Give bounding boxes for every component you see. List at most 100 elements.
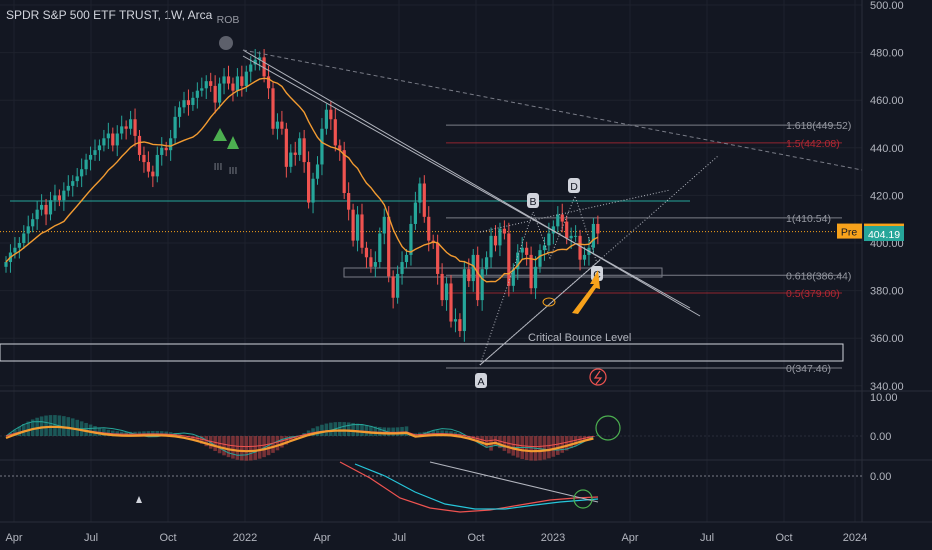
histogram-bar: [315, 426, 320, 436]
candle-body: [400, 262, 404, 274]
candle-body: [124, 126, 128, 129]
candle-body: [511, 269, 515, 286]
candle-body: [338, 145, 342, 151]
histogram-bar: [39, 416, 44, 436]
histogram-bar: [204, 436, 209, 447]
candle-body: [409, 223, 413, 255]
histogram-bar: [364, 425, 369, 436]
histogram-bar: [248, 436, 253, 461]
candle-body: [80, 169, 84, 177]
candle-body: [66, 185, 70, 191]
time-tick-label: 2024: [843, 532, 867, 544]
histogram-bar: [480, 436, 484, 445]
grid: [0, 0, 932, 523]
candle-body: [551, 226, 555, 234]
candle-body: [582, 254, 587, 260]
histogram-bar: [311, 428, 315, 436]
candle-body: [146, 162, 150, 172]
candle-body: [142, 154, 146, 163]
candle-body: [453, 319, 458, 322]
histogram-bar: [22, 423, 26, 436]
time-tick-label: 2023: [541, 532, 565, 544]
bounce-label: Critical Bounce Level: [528, 332, 631, 344]
signal-line-red: [5, 426, 594, 448]
candle-body: [462, 269, 466, 332]
candle-body: [333, 119, 337, 146]
histogram-bar: [596, 435, 600, 436]
candle-body: [529, 254, 533, 289]
histogram-bar: [395, 427, 400, 436]
lightning-icon: [589, 368, 607, 386]
channel-mid: [479, 189, 671, 233]
time-tick-label: Apr: [313, 532, 330, 544]
candle-body: [502, 228, 506, 234]
highlight-circle: [573, 489, 593, 509]
histogram-bar: [44, 415, 48, 436]
candle-body: [115, 133, 119, 146]
time-tick-label: 2022: [233, 532, 257, 544]
price-tick-label: 360.00: [870, 333, 904, 345]
candle-body: [378, 233, 382, 263]
time-tick-label: Jul: [700, 532, 714, 544]
candle-body: [35, 209, 39, 220]
histogram-bar: [400, 426, 404, 436]
candle-body: [560, 214, 564, 222]
candle-body: [133, 119, 137, 136]
pattern-point-badge: [568, 178, 580, 193]
pre-label: Pre: [841, 227, 858, 239]
candle-body: [440, 273, 444, 301]
candle-body: [26, 226, 30, 234]
price-tick-label: 340.00: [870, 381, 904, 393]
candle-body: [200, 88, 204, 91]
candle-body: [280, 121, 284, 129]
ind1-tick-label: 0.00: [870, 431, 891, 443]
fib-label: 1.618(449.52): [786, 120, 851, 132]
candle-body: [324, 109, 328, 129]
chart-title: SPDR S&P 500 ETF TRUST, 1W, Arca: [6, 8, 213, 22]
triangle-marker: [136, 496, 142, 503]
histogram-bar: [235, 436, 240, 460]
candle-body: [307, 162, 311, 203]
lightning-icon-bolt: [593, 370, 603, 385]
candle-body: [382, 216, 386, 234]
trendline-dashed: [242, 49, 863, 171]
histogram-bar: [351, 422, 355, 436]
candle-body: [88, 154, 93, 160]
histogram-bar: [35, 417, 39, 436]
price-tick-label: 420.00: [870, 190, 904, 202]
candle-body: [151, 171, 155, 177]
candle-body: [75, 176, 79, 182]
bounce-ellipse: [542, 297, 556, 307]
histogram-bar: [355, 423, 360, 436]
histogram-bar: [498, 436, 502, 449]
pattern-point-label: D: [570, 181, 578, 193]
histogram-bar: [217, 436, 222, 454]
ind2-tick-label: 0.00: [870, 471, 891, 483]
histogram-bar: [275, 436, 280, 451]
pattern-point-label: A: [477, 376, 484, 388]
candle-body: [485, 257, 489, 270]
histogram-bar: [48, 415, 53, 436]
candle-body: [533, 266, 538, 289]
price-tick-label: 380.00: [870, 286, 904, 298]
candle-body: [578, 235, 582, 260]
candle-body: [498, 228, 502, 246]
histogram-bar: [70, 418, 75, 436]
time-tick-label: Apr: [621, 532, 638, 544]
histogram-bar: [226, 436, 231, 458]
candle-body: [266, 76, 271, 89]
histogram-bar: [257, 436, 262, 459]
candle-body: [542, 245, 547, 251]
candle-body: [516, 252, 520, 270]
candle-body: [97, 145, 102, 151]
histogram-bar: [573, 436, 578, 446]
histogram-bar: [329, 422, 333, 436]
candle-body: [235, 76, 239, 91]
trendline-down: [242, 49, 701, 317]
time-tick-label: Oct: [467, 532, 484, 544]
histogram-bar: [391, 427, 395, 436]
candle-body: [84, 159, 88, 170]
histogram-bar: [200, 436, 204, 444]
histogram-bar: [97, 427, 102, 436]
